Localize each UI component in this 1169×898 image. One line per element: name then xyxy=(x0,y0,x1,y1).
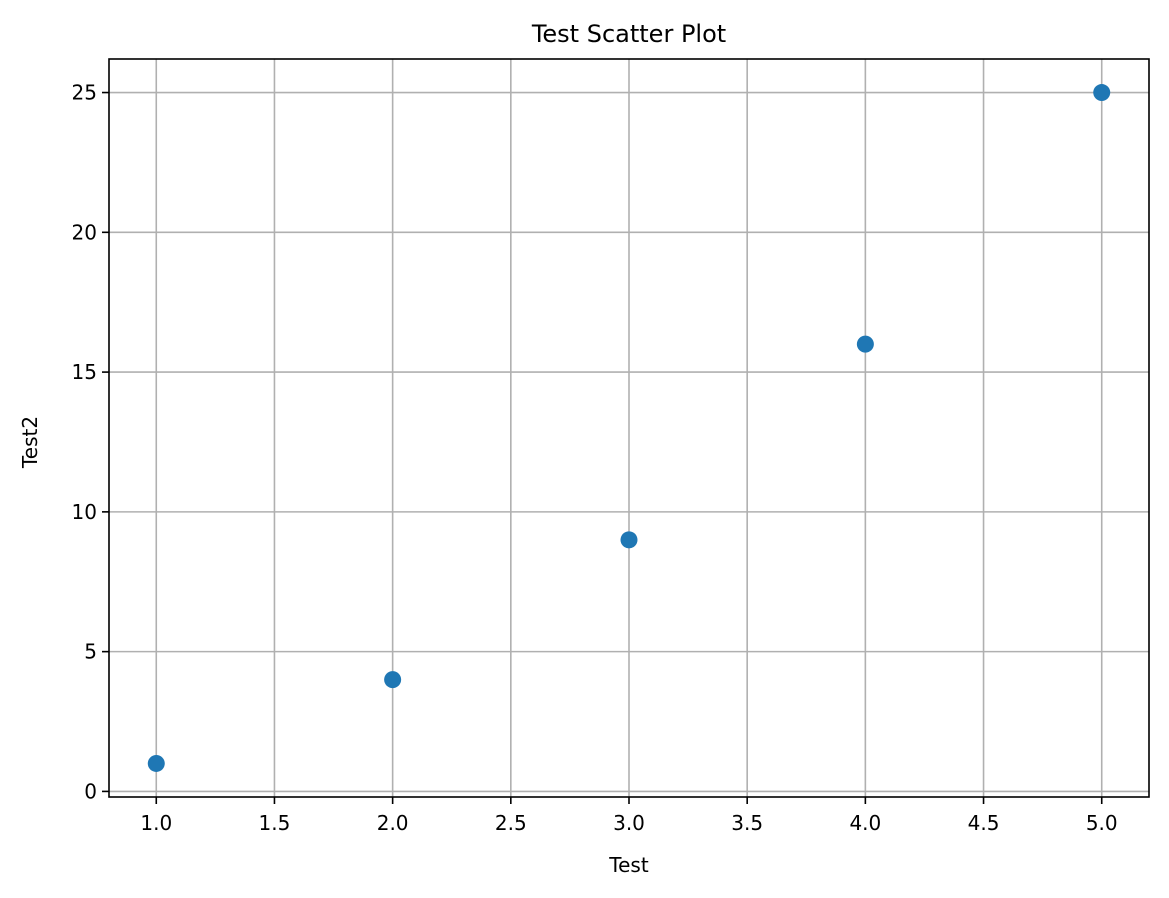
ticks: 1.0 1.5 2.0 2.5 3.0 3.5 4.0 4.5 5.0 0 5 10 15 20 25 xyxy=(72,81,1118,835)
scatter-point xyxy=(1093,84,1111,102)
x-tick-label: 5.0 xyxy=(1086,811,1118,835)
scatter-point xyxy=(856,335,874,353)
scatter-point xyxy=(620,531,638,549)
x-tick-label: 2.5 xyxy=(495,811,527,835)
scatter-point xyxy=(147,754,165,772)
x-tick-label: 4.5 xyxy=(968,811,1000,835)
grid-lines xyxy=(109,59,1149,797)
y-tick-label: 5 xyxy=(84,640,97,664)
data-points xyxy=(147,84,1111,772)
x-tick-label: 1.5 xyxy=(259,811,291,835)
y-tick-label: 0 xyxy=(84,779,97,803)
x-tick-label: 1.0 xyxy=(140,811,172,835)
y-axis-label: Test2 xyxy=(18,416,42,469)
x-tick-label: 2.0 xyxy=(377,811,409,835)
scatter-point xyxy=(384,671,402,689)
x-tick-label: 3.0 xyxy=(613,811,645,835)
chart-title: Test Scatter Plot xyxy=(531,20,726,48)
y-tick-label: 20 xyxy=(72,220,97,244)
x-axis-label: Test xyxy=(608,853,649,877)
x-tick-label: 4.0 xyxy=(849,811,881,835)
y-tick-label: 15 xyxy=(72,360,97,384)
y-tick-label: 10 xyxy=(72,500,97,524)
y-tick-label: 25 xyxy=(72,81,97,105)
x-tick-label: 3.5 xyxy=(731,811,763,835)
